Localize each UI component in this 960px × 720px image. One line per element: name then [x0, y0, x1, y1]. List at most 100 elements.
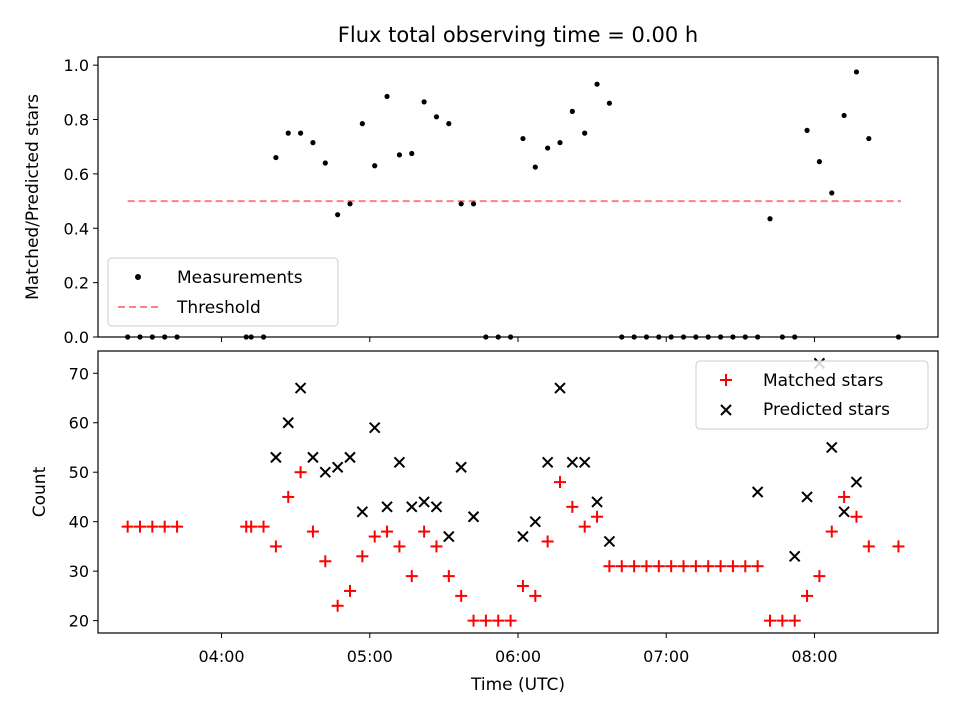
- measurement-point: [816, 159, 823, 165]
- predicted-star-point: [578, 456, 591, 469]
- top-y-tick-label: 0.4: [64, 219, 89, 238]
- matched-star-point: [838, 490, 851, 503]
- matched-star-point: [504, 614, 517, 627]
- bottom-legend: Matched stars Predicted stars: [695, 360, 929, 430]
- top-y-tick-label: 1.0: [64, 56, 89, 75]
- bottom-y-axis: 20 30 40 50 60 70: [69, 364, 98, 631]
- matched-star-point: [702, 560, 715, 573]
- predicted-star-point: [331, 461, 344, 473]
- legend-label-threshold: Threshold: [176, 298, 261, 318]
- top-panel: 0.0 0.2 0.4 0.6 0.8 1.0 Matched/Predicted sta…: [23, 56, 939, 347]
- legend-label-predicted: Predicted stars: [763, 400, 890, 420]
- measurement-point: [470, 201, 477, 207]
- predicted-star-point: [541, 456, 554, 469]
- matched-star-point: [714, 560, 727, 573]
- matched-star-point: [529, 589, 542, 602]
- matched-star-point: [689, 560, 702, 573]
- bottom-axes-frame: [97, 350, 939, 634]
- x-tick-label: 06:00: [495, 647, 541, 666]
- predicted-star-stroke: [406, 501, 418, 513]
- top-y-tick-label: 0.8: [64, 111, 89, 130]
- legend-marker-matched: [720, 374, 732, 386]
- x-tick-label: 04:00: [198, 647, 244, 666]
- predicted-star-point: [319, 466, 332, 478]
- predicted-star-stroke: [319, 466, 332, 478]
- matched-star-point: [479, 614, 492, 627]
- matched-star-point: [825, 525, 838, 538]
- measurement-point: [384, 93, 390, 100]
- predicted-star-point: [368, 421, 381, 434]
- predicted-star-stroke: [443, 530, 455, 543]
- measurement-point: [285, 130, 291, 136]
- predicted-star-stroke: [307, 451, 319, 464]
- measurement-point: [421, 99, 427, 105]
- matched-star-point: [516, 580, 529, 592]
- x-axis-label: Time (UTC): [470, 675, 565, 695]
- matched-star-point: [455, 589, 468, 602]
- predicted-star-point: [307, 451, 319, 464]
- matched-star-point: [603, 560, 616, 573]
- bottom-y-axis-label: Count: [30, 466, 50, 517]
- chart-title: Flux total observing time = 0.00 h: [338, 23, 698, 47]
- measurement-point: [557, 140, 563, 146]
- predicted-star-point: [751, 486, 764, 498]
- matched-star-point: [430, 540, 443, 553]
- x-tick-label: 07:00: [643, 647, 689, 666]
- matched-star-point: [615, 560, 628, 573]
- predicted-star-stroke: [344, 451, 356, 464]
- matched-star-point: [294, 466, 307, 479]
- measurement-point: [359, 121, 365, 127]
- legend-label-measurements: Measurements: [177, 268, 303, 288]
- predicted-star-point: [517, 530, 529, 543]
- measurement-point: [594, 81, 600, 87]
- matched-star-point: [492, 614, 505, 627]
- predicted-star-stroke: [455, 461, 467, 473]
- matched-star-point: [578, 520, 591, 533]
- legend-marker-predicted: [720, 404, 732, 416]
- matched-star-point: [331, 599, 344, 612]
- measurement-point: [335, 212, 341, 218]
- top-y-axis-label: Matched/Predicted stars: [23, 94, 43, 300]
- matched-star-point: [850, 510, 863, 523]
- predicted-star-stroke: [541, 456, 554, 469]
- predicted-star-point: [294, 382, 307, 394]
- measurement-point: [310, 140, 316, 146]
- measurement-point: [767, 216, 773, 222]
- matched-star-point: [776, 614, 789, 627]
- matched-star-point: [356, 550, 369, 563]
- top-x-tick-marks: [221, 337, 815, 342]
- predicted-star-point: [591, 496, 603, 508]
- matched-star-point: [344, 584, 356, 597]
- matched-star-point: [158, 520, 171, 533]
- predicted-star-stroke: [282, 417, 294, 429]
- bottom-plot-area: [121, 357, 905, 627]
- predicted-star-stroke: [393, 456, 406, 469]
- matched-star-point: [418, 525, 431, 538]
- top-y-tick-label: 0.0: [64, 328, 89, 347]
- matched-star-point: [862, 540, 875, 553]
- matched-star-point: [306, 525, 319, 538]
- predicted-star-point: [406, 501, 418, 513]
- bottom-y-tick-label: 30: [69, 562, 89, 581]
- measurement-point: [297, 130, 304, 136]
- predicted-star-stroke: [529, 515, 542, 528]
- matched-star-point: [739, 560, 752, 573]
- matched-star-point: [381, 525, 394, 538]
- predicted-star-point: [788, 550, 801, 563]
- predicted-star-stroke: [850, 476, 863, 488]
- predicted-star-stroke: [566, 456, 579, 469]
- predicted-star-stroke: [838, 506, 850, 518]
- predicted-star-point: [443, 530, 455, 543]
- measurement-point: [396, 152, 403, 158]
- bottom-y-tick-label: 20: [69, 612, 89, 631]
- measurement-point: [804, 127, 810, 133]
- measurement-point: [446, 121, 452, 127]
- measurement-point: [545, 145, 551, 151]
- predicted-star-stroke: [591, 496, 603, 508]
- matched-star-point: [467, 614, 480, 627]
- predicted-star-point: [430, 501, 443, 513]
- predicted-star-stroke: [788, 550, 801, 563]
- bottom-y-tick-label: 40: [69, 513, 89, 532]
- matched-star-point: [269, 540, 282, 553]
- matched-star-point: [442, 570, 455, 583]
